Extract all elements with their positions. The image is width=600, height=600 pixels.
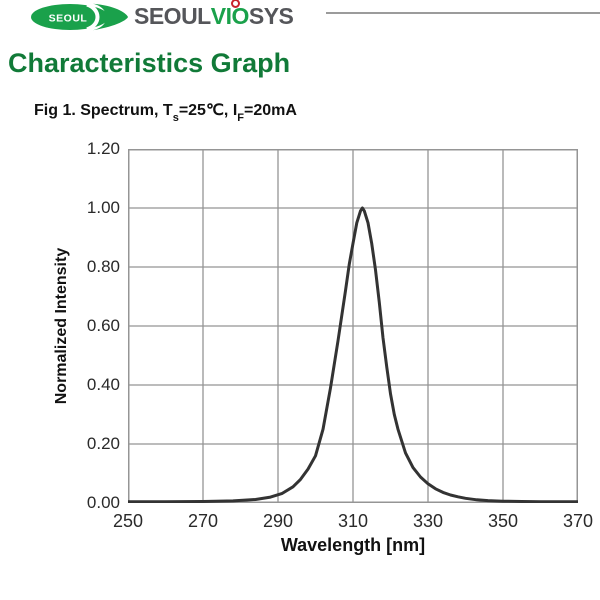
- y-axis-title: Normalized Intensity: [53, 247, 70, 405]
- seoul-logo-badge: SEOUL: [31, 3, 128, 31]
- y-tick-label: 1.20: [86, 139, 120, 158]
- spectrum-line-chart: [128, 149, 578, 503]
- logo-ellipse: [31, 4, 109, 30]
- y-tick-label: 0.60: [86, 316, 120, 335]
- x-tick-label: 350: [487, 511, 519, 531]
- logo-swoosh: [93, 3, 128, 31]
- logo-badge-text: SEOUL: [49, 13, 88, 25]
- x-tick-label: 370: [562, 511, 594, 531]
- y-tick-label: 0.40: [86, 375, 120, 394]
- x-tick-label: 330: [412, 511, 444, 531]
- y-tick-label: 0.00: [86, 493, 120, 512]
- y-tick-label: 0.80: [86, 257, 120, 276]
- logo-swoosh-cut: [86, 3, 100, 31]
- x-tick-label: 250: [112, 511, 144, 531]
- wordmark-seoul: SEOUL: [134, 3, 211, 29]
- page-title: Characteristics Graph: [8, 48, 291, 78]
- caption-sub-s: s: [172, 112, 179, 125]
- wordmark-vio: VIO: [211, 0, 249, 30]
- x-tick-label: 310: [337, 511, 369, 531]
- caption-sub-f: F: [237, 112, 244, 125]
- seoul-viosys-wordmark: SEOULVIO SYS: [134, 0, 294, 30]
- wordmark-sys: SYS: [248, 3, 294, 29]
- caption-mid: =25℃, I: [178, 102, 238, 119]
- header-divider: [326, 12, 600, 14]
- caption-suffix: =20mA: [244, 102, 297, 119]
- spectrum-plot-area: [128, 149, 578, 503]
- y-tick-label: 1.00: [86, 198, 120, 217]
- caption-prefix: Fig 1. Spectrum, T: [34, 102, 173, 119]
- y-tick-label: 0.20: [86, 434, 120, 453]
- x-axis-title: Wavelength [nm]: [280, 535, 426, 555]
- figure-caption: Fig 1. Spectrum, Ts=25℃, IF=20mA: [34, 100, 297, 125]
- x-tick-label: 290: [262, 511, 294, 531]
- viosys-red-dot-icon: [230, 0, 240, 8]
- x-tick-label: 270: [187, 511, 219, 531]
